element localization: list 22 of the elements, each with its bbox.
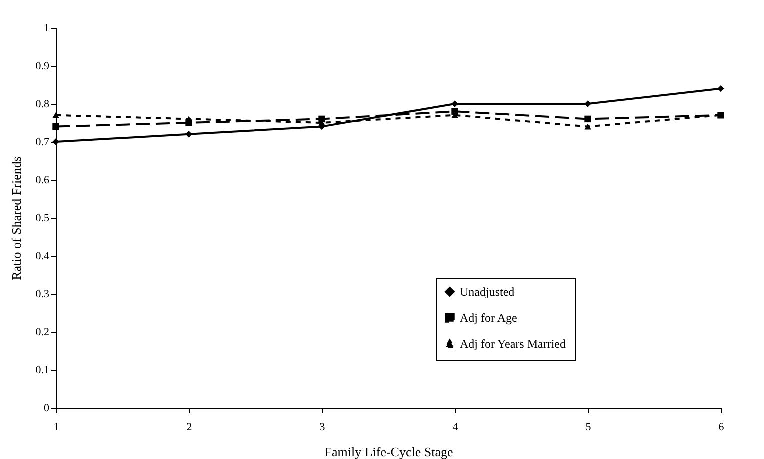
y-tick-label: 1	[44, 22, 50, 34]
x-axis-title: Family Life-Cycle Stage	[324, 444, 454, 459]
x-tick-label: 1	[54, 422, 60, 434]
x-tick-label: 4	[452, 422, 459, 434]
x-tick-label: 3	[320, 422, 326, 434]
legend-label: Adj for Age	[460, 311, 518, 325]
y-tick-label: 0.2	[36, 326, 50, 338]
legend-label: Adj for Years Married	[460, 337, 566, 351]
y-tick-label: 0.4	[36, 250, 50, 262]
y-tick-label: 0.3	[36, 288, 50, 300]
y-tick-label: 0	[44, 402, 50, 414]
y-axis-title: Ratio of Shared Friends	[8, 156, 24, 280]
y-tick-label: 0.9	[36, 60, 50, 72]
x-tick-label: 5	[586, 422, 592, 434]
y-tick-label: 0.1	[36, 364, 50, 376]
x-tick-label: 2	[186, 422, 192, 434]
y-tick-label: 0.6	[36, 174, 50, 186]
y-tick-label: 0.8	[36, 98, 50, 110]
legend-label: Unadjusted	[460, 285, 515, 299]
y-tick-label: 0.5	[36, 212, 50, 224]
y-tick-label: 0.7	[36, 136, 50, 148]
x-tick-label: 6	[718, 422, 725, 434]
